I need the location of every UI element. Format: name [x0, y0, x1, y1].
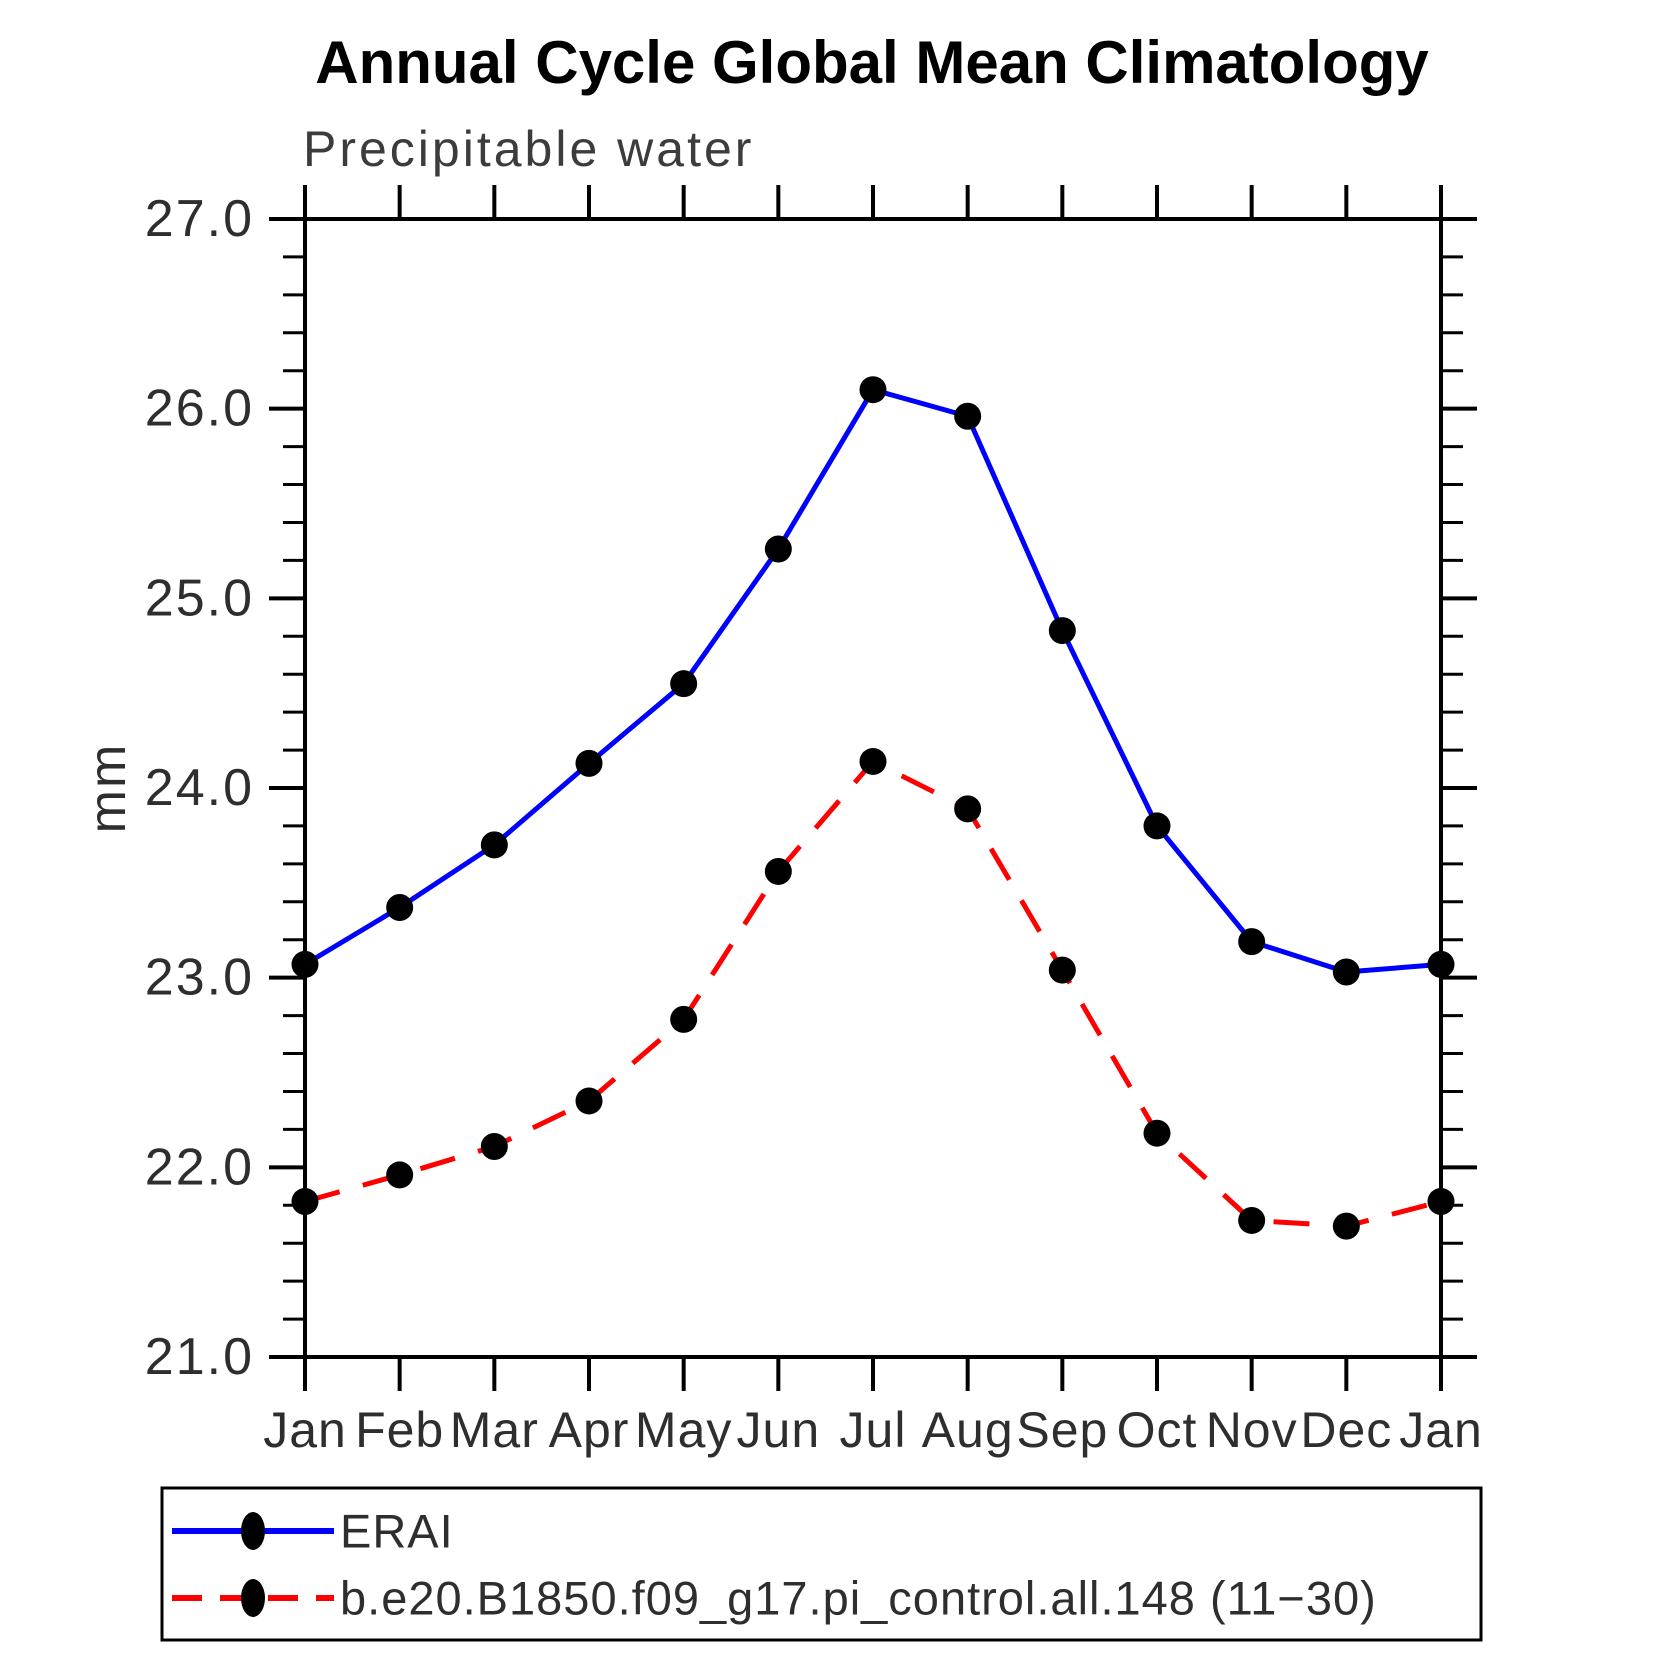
y-tick-label: 25.0 — [145, 569, 254, 627]
chart-subtitle: Precipitable water — [303, 121, 755, 177]
erai-data-point-marker — [670, 670, 698, 698]
x-tick-label: Jan — [1399, 1402, 1483, 1458]
model-data-point-marker — [291, 1187, 319, 1215]
model-data-point-marker — [1048, 956, 1076, 984]
legend-label-erai: ERAI — [340, 1504, 454, 1558]
legend-box — [160, 1486, 1483, 1642]
x-tick-label: Jun — [737, 1402, 821, 1458]
legend-label-model: b.e20.B1850.f09_g17.pi_control.all.148 (… — [340, 1571, 1377, 1625]
erai-data-point-marker — [1238, 928, 1266, 956]
erai-data-point-marker — [1143, 812, 1171, 840]
model-data-point-marker — [386, 1161, 414, 1189]
erai-data-point-marker — [859, 376, 887, 404]
erai-data-point-marker — [1332, 958, 1360, 986]
x-tick-label: Aug — [922, 1402, 1014, 1458]
erai-data-point-marker — [575, 749, 603, 777]
chart-title: Annual Cycle Global Mean Climatology — [315, 29, 1429, 96]
erai-data-point-marker — [1048, 617, 1076, 645]
x-tick-label: Feb — [355, 1402, 444, 1458]
x-tick-label: Oct — [1117, 1402, 1198, 1458]
model-data-point-marker — [575, 1087, 603, 1115]
y-tick-label: 23.0 — [145, 949, 254, 1007]
erai-data-point-marker — [480, 831, 508, 859]
erai-data-point-marker — [291, 950, 319, 978]
y-tick-label: 21.0 — [145, 1328, 254, 1386]
erai-line — [303, 387, 1442, 975]
model-data-point-marker — [1332, 1212, 1360, 1240]
model-data-point-marker — [1143, 1119, 1171, 1147]
erai-data-point-marker — [764, 535, 792, 563]
model-line — [304, 758, 1442, 1229]
x-tick-label: Nov — [1206, 1402, 1298, 1458]
model-data-point-marker — [480, 1132, 508, 1160]
x-tick-label: Jul — [840, 1402, 907, 1458]
y-axis-label: mm — [79, 743, 137, 834]
y-tick-label: 27.0 — [145, 190, 254, 248]
erai-data-point-marker — [1427, 950, 1455, 978]
model-data-point-marker — [764, 857, 792, 885]
y-tick-label: 22.0 — [145, 1138, 254, 1196]
erai-data-point-marker — [954, 402, 982, 430]
model-data-point-marker — [1427, 1187, 1455, 1215]
x-tick-label: May — [635, 1402, 732, 1458]
x-tick-label: Sep — [1016, 1402, 1108, 1458]
legend-marker-sample — [241, 1512, 265, 1550]
model-data-point-marker — [859, 747, 887, 775]
legend-marker-sample — [241, 1579, 265, 1617]
x-tick-label: Apr — [549, 1402, 630, 1458]
y-tick-label: 24.0 — [145, 759, 254, 817]
x-tick-label: Jan — [263, 1402, 347, 1458]
model-data-point-marker — [1238, 1206, 1266, 1234]
model-data-point-marker — [954, 795, 982, 823]
y-tick-label: 26.0 — [145, 380, 254, 438]
x-tick-label: Mar — [450, 1402, 539, 1458]
model-data-point-marker — [670, 1005, 698, 1033]
erai-data-point-marker — [386, 893, 414, 921]
x-tick-label: Dec — [1300, 1402, 1392, 1458]
